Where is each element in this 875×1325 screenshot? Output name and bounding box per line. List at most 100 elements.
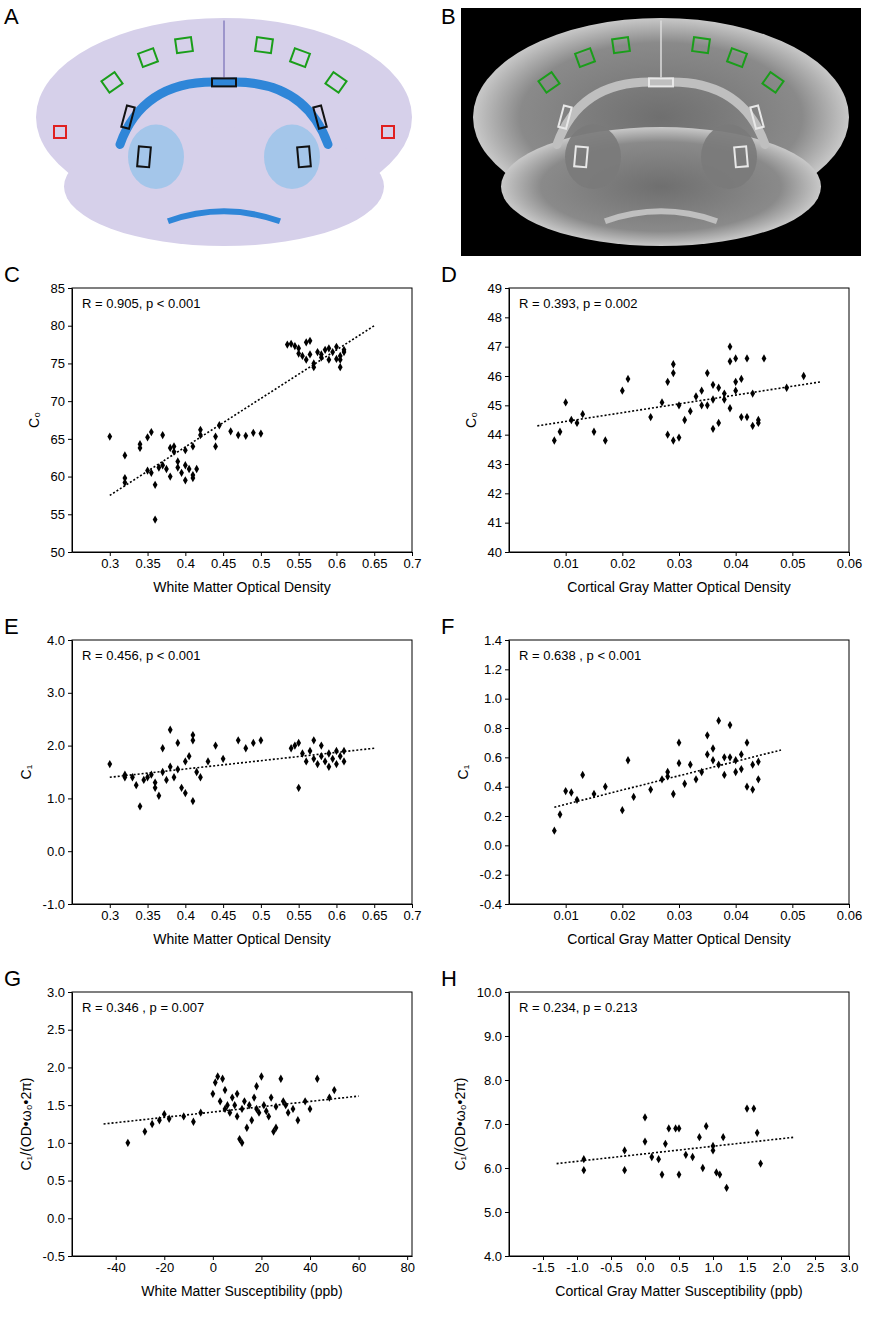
y-tick-label: 9.0: [484, 1029, 502, 1044]
y-tick-label: 1.0: [47, 1136, 65, 1151]
y-tick-mark: [505, 347, 509, 348]
point: [319, 741, 324, 749]
x-tick-label: 0.55: [287, 556, 312, 571]
y-tick-mark: [505, 1036, 509, 1037]
x-tick-label: 1.5: [738, 1260, 756, 1275]
point: [677, 759, 682, 767]
x-tick-label: 0.5: [252, 908, 270, 923]
point: [304, 757, 309, 765]
brain-section: [501, 127, 821, 246]
point: [688, 407, 693, 415]
y-tick: 70: [51, 394, 72, 409]
y-tick: 40: [488, 545, 509, 560]
point: [728, 721, 733, 729]
y-tick: 3.0: [47, 985, 72, 1000]
x-tick: 0.4: [177, 904, 195, 923]
point: [334, 760, 339, 768]
x-tick-label: 0.45: [211, 908, 236, 923]
y-tick-label: 1.0: [47, 791, 65, 806]
point: [130, 773, 135, 781]
y-tick: 0.6: [484, 750, 509, 765]
x-tick: 0.35: [135, 904, 160, 923]
x-tick-label: -20: [155, 1260, 174, 1275]
y-tick-label: 55: [51, 507, 65, 522]
y-tick: 47: [488, 339, 509, 354]
point: [183, 476, 188, 484]
point: [153, 515, 158, 523]
panel-letter: C: [4, 262, 20, 287]
x-tick: 0.06: [837, 552, 862, 571]
point: [334, 343, 339, 351]
y-tick-label: 3.0: [47, 985, 65, 1000]
point: [334, 747, 339, 755]
marks: [104, 1072, 359, 1147]
point: [801, 372, 806, 380]
x-tick-label: 0.7: [403, 556, 421, 571]
x-tick-label: 0.5: [252, 556, 270, 571]
point: [252, 1093, 257, 1101]
point: [157, 1116, 162, 1124]
point: [190, 474, 195, 482]
point: [289, 340, 294, 348]
y-tick-label: 47: [488, 339, 502, 354]
point: [183, 461, 188, 469]
y-tick-label: 0.0: [47, 844, 65, 859]
y-tick-mark: [505, 1256, 509, 1257]
point: [213, 442, 218, 450]
point: [311, 755, 316, 763]
point: [213, 432, 218, 440]
point: [179, 469, 184, 477]
y-tick-label: 40: [488, 545, 502, 560]
plot-frame: [509, 288, 849, 552]
y-tick: 44: [488, 427, 509, 442]
panel-letter: H: [441, 966, 457, 991]
y-tick: -1.0: [43, 897, 72, 912]
point: [705, 401, 710, 409]
y-tick-label: 2.0: [47, 1060, 65, 1075]
y-tick-label: 4.0: [484, 1249, 502, 1264]
roi-box: [255, 37, 273, 53]
x-tick: 0.45: [211, 904, 236, 923]
x-tick: 0.55: [287, 904, 312, 923]
striatum: [128, 125, 184, 189]
x-tick: 0.01: [554, 904, 579, 923]
point: [122, 451, 127, 459]
annotation-background: [80, 999, 206, 1016]
point: [283, 1101, 288, 1109]
image-background: [461, 8, 861, 256]
x-tick: 1.0: [704, 1256, 722, 1275]
y-tick-label: 2.5: [47, 1022, 65, 1037]
point: [716, 761, 721, 769]
roi-box: [175, 37, 193, 53]
scatter-panel: 0.010.020.030.040.050.06-0.4-0.20.00.20.…: [441, 614, 862, 947]
y-tick-label: 85: [51, 281, 65, 296]
point: [183, 789, 188, 797]
point: [300, 352, 305, 360]
point: [327, 1093, 332, 1101]
point: [172, 442, 177, 450]
point: [603, 436, 608, 444]
annotation: R = 0.905, p < 0.001: [82, 296, 201, 311]
y-tick: 1.0: [484, 691, 509, 706]
plot-frame: [72, 288, 412, 552]
y-tick: 0.8: [484, 721, 509, 736]
x-tick-label: -40: [107, 1260, 126, 1275]
x-tick-label: 0.7: [403, 908, 421, 923]
scatter-panel: 0.30.350.40.450.50.550.60.650.7-1.00.01.…: [4, 614, 422, 947]
point: [342, 757, 347, 765]
point: [240, 1139, 245, 1147]
panel-letter: F: [441, 614, 454, 639]
y-tick: 50: [51, 545, 72, 560]
point: [153, 481, 158, 489]
point: [258, 736, 263, 744]
x-tick: 0.35: [135, 552, 160, 571]
y-tick-mark: [505, 376, 509, 377]
x-tick-label: 0.65: [362, 556, 387, 571]
point: [168, 472, 173, 480]
point: [183, 757, 188, 765]
point: [677, 1124, 682, 1132]
x-tick: 0.5: [252, 904, 270, 923]
x-tick: 0.7: [403, 904, 421, 923]
x-axis-line: [73, 1256, 413, 1257]
point: [172, 773, 177, 781]
